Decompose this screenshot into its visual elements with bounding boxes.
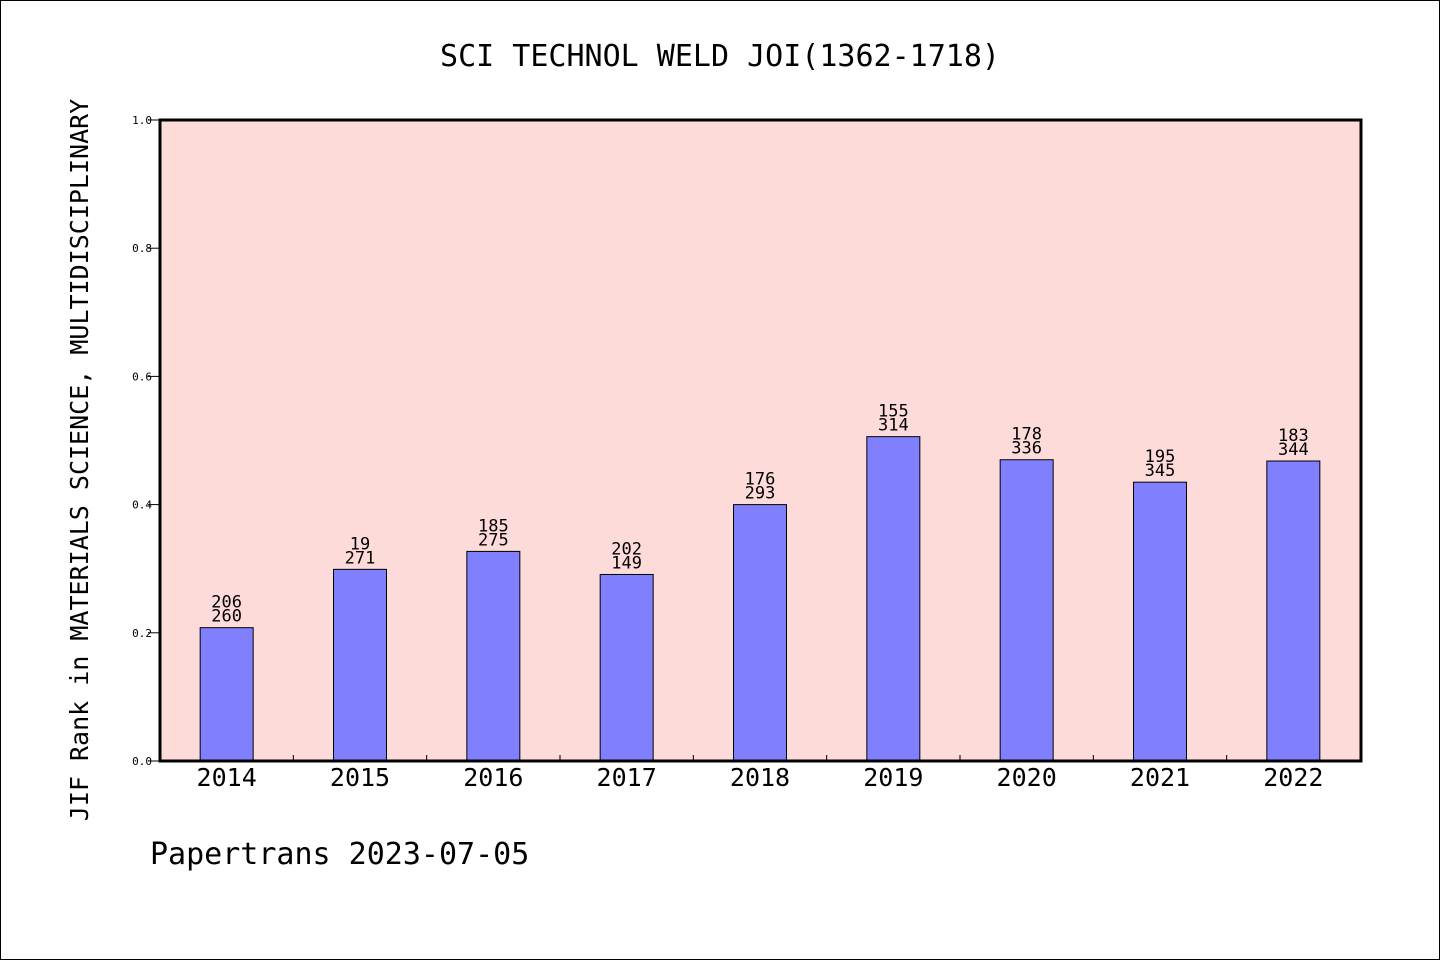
bar-2019 [866,436,921,762]
data-label-top: 195 [1145,447,1176,467]
data-label-bottom: 344 [1278,440,1309,460]
x-tick-label: 2017 [597,763,657,792]
data-label-top: 183 [1278,426,1309,446]
y-tick-label: 0.6 [132,370,152,383]
x-tick-label: 2014 [197,763,257,792]
bar-2017 [599,573,654,762]
footer-credit: Papertrans 2023-07-05 [150,837,529,872]
chart-title: SCI TECHNOL WELD JOI(1362-1718) [440,39,1000,74]
data-label-bottom: 271 [345,548,376,568]
x-tick-label: 2021 [1130,763,1190,792]
data-label-top: 176 [745,470,776,490]
bar-2022 [1266,460,1321,762]
data-label-top: 202 [611,539,642,559]
data-label-top: 155 [878,402,909,422]
data-label-bottom: 314 [878,416,909,436]
x-tick-label: 2020 [997,763,1057,792]
bar-2020 [999,459,1054,762]
data-label-top: 206 [211,593,242,613]
data-label-bottom: 260 [211,607,242,627]
data-label-bottom: 149 [611,553,642,573]
y-tick-label: 0.4 [132,499,152,512]
x-tick-label: 2016 [463,763,523,792]
y-tick-label: 1.0 [132,114,152,127]
bar-2014 [199,627,254,762]
data-label-top: 185 [478,516,509,536]
bar-2021 [1133,481,1187,762]
y-tick-label: 0.2 [132,627,152,640]
x-tick-label: 2015 [330,763,390,792]
data-label-bottom: 293 [745,484,776,504]
data-label-top: 178 [1011,425,1042,445]
y-axis-label: JIF Rank in MATERIALS SCIENCE, MULTIDISC… [65,99,94,821]
data-label-bottom: 345 [1145,461,1176,481]
bar-2018 [733,504,787,762]
x-axis: 2014 2015 2016 2017 2018 2019 2020 2021 2022 [197,755,1323,792]
y-tick-label: 0.0 [132,755,152,768]
plot-border [158,118,1363,763]
bar-2016 [466,550,521,762]
data-label-top: 19 [350,534,370,554]
x-tick-label: 2019 [863,763,923,792]
data-label-bottom: 275 [478,530,509,550]
x-tick-label: 2022 [1263,763,1323,792]
y-axis: 0.0 0.2 0.4 0.6 0.8 1.0 [132,114,160,768]
bar-2015 [333,568,387,762]
y-tick-label: 0.8 [132,242,152,255]
x-tick-label: 2018 [730,763,790,792]
data-label-bottom: 336 [1011,439,1042,459]
